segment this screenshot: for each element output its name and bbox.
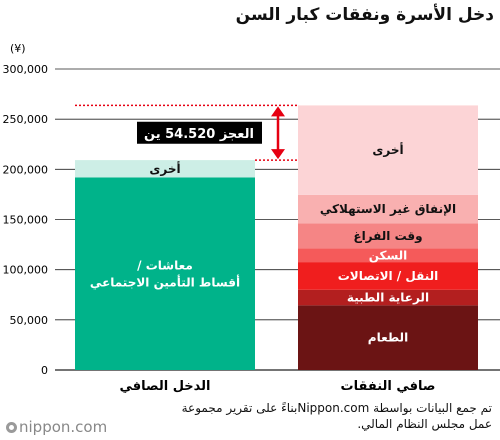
- expense-bar-segment-label: الرعاية الطبية: [347, 291, 429, 305]
- deficit-arrow-down-head: [271, 149, 285, 160]
- y-tick-label: 300,000: [3, 63, 49, 76]
- income-bar-segment: [75, 160, 255, 178]
- nippon-ring-icon: [6, 421, 17, 433]
- expense-bar-segment: [298, 262, 478, 290]
- brand-text: nippon.com: [19, 418, 108, 436]
- y-tick-label: 50,000: [10, 314, 49, 327]
- expense-bar-segment: [298, 223, 478, 249]
- y-tick-label: 150,000: [3, 214, 49, 227]
- deficit-arrow-up-head: [271, 106, 285, 117]
- expense-bar-segment: [298, 248, 478, 263]
- source-note: تم جمع البيانات بواسطة Nippon.comبناءً ع…: [181, 401, 492, 431]
- expense-bar-segment-label: الإنفاق غير الاستهلاكي: [320, 202, 456, 216]
- expense-bar-segment-label: وقت الفراغ: [353, 229, 422, 244]
- y-unit-label: (¥): [10, 42, 26, 55]
- expense-bar-segment: [298, 305, 478, 370]
- expense-bar-segment-label: السكن: [369, 248, 408, 262]
- x-category-label: صافي النفقات: [341, 379, 436, 394]
- income-bar-segment: [75, 177, 255, 370]
- deficit-label-box: [137, 121, 262, 144]
- nippon-logo: nippon.com: [6, 418, 107, 436]
- expense-bar-segment-label: أخرى: [372, 142, 403, 157]
- y-tick-label: 100,000: [3, 264, 49, 277]
- stacked-bar-chart: (¥) 0 50,000 100,000 150,000 200,000 250,000 30…: [3, 42, 500, 394]
- chart-title: دخل الأسرة ونفقات كبار السن: [235, 5, 494, 25]
- income-bar-segment-label: معاشات / أقساط التأمين الاجتماعي: [90, 259, 240, 290]
- expense-bar-segment-label: النقل / الاتصالات: [338, 269, 438, 283]
- expense-bar-segment: [298, 194, 478, 224]
- income-bar-segment-label: أخرى: [149, 161, 180, 176]
- deficit-label: العجز 54.520 ين: [144, 127, 254, 142]
- x-category-label: الدخل الصافي: [119, 379, 210, 394]
- expense-bar-segment: [298, 289, 478, 306]
- expense-bar-segment-label: الطعام: [368, 331, 408, 346]
- y-tick-label: 250,000: [3, 113, 49, 126]
- y-tick-label: 200,000: [3, 163, 49, 176]
- y-tick-label: 0: [41, 364, 48, 377]
- expense-bar-segment: [298, 105, 478, 195]
